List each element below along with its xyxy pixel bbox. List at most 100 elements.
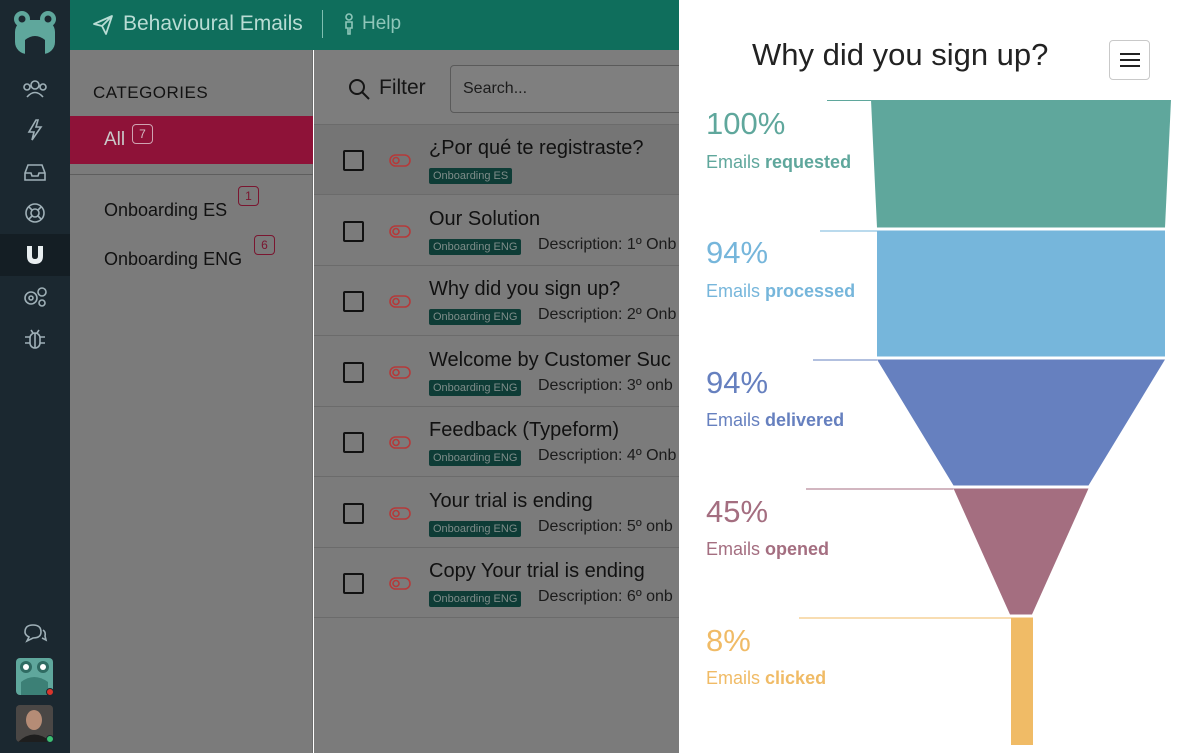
settings-gears-icon[interactable] — [19, 283, 51, 311]
category-tag: Onboarding ENG — [429, 450, 522, 466]
categories-panel: CATEGORIES All 7 Onboarding ES 1 Onboard… — [70, 50, 313, 753]
toggle-off-icon[interactable] — [389, 154, 411, 167]
email-title[interactable]: Our Solution — [429, 208, 541, 230]
bug-icon[interactable] — [19, 325, 51, 353]
search-input[interactable] — [450, 65, 700, 113]
category-tag: Onboarding ENG — [429, 239, 522, 255]
row-checkbox[interactable] — [343, 291, 364, 312]
email-row[interactable]: Why did you sign up? Onboarding ENG Desc… — [314, 266, 679, 336]
row-checkbox[interactable] — [343, 503, 364, 524]
inbox-icon[interactable] — [19, 158, 51, 186]
email-title[interactable]: Why did you sign up? — [429, 278, 621, 300]
row-checkbox[interactable] — [343, 432, 364, 453]
category-label: All — [104, 129, 126, 150]
stage-percent-opened: 45% — [706, 494, 769, 529]
toggle-off-icon[interactable] — [389, 366, 411, 379]
team-avatar[interactable] — [16, 658, 53, 695]
hamburger-icon-line — [1120, 65, 1140, 67]
email-title[interactable]: Copy Your trial is ending — [429, 560, 645, 582]
nav-active-highlight — [0, 234, 70, 276]
stage-prefix: Emails — [706, 281, 761, 301]
status-dot-online — [46, 735, 54, 743]
help-link[interactable]: Help — [362, 13, 402, 34]
email-title[interactable]: Feedback (Typeform) — [429, 419, 620, 441]
chart-title: Why did you sign up? — [752, 37, 1049, 72]
stage-percent-delivered: 94% — [706, 365, 769, 400]
email-title[interactable]: Welcome by Customer Suc — [429, 349, 671, 371]
email-row[interactable]: Feedback (Typeform) Onboarding ENG Descr… — [314, 407, 679, 477]
stage-percent-processed: 94% — [706, 235, 769, 270]
email-title[interactable]: ¿Por qué te registraste? — [429, 137, 644, 159]
category-tag: Onboarding ENG — [429, 380, 522, 396]
email-description: Description: 4º Onb — [538, 447, 677, 464]
toggle-off-icon[interactable] — [389, 507, 411, 520]
status-dot-offline — [46, 688, 54, 696]
stage-prefix: Emails — [706, 539, 761, 559]
chart-menu-button[interactable] — [1109, 40, 1150, 80]
funnel-chart-panel: Why did you sign up? 100% Emails request… — [679, 0, 1200, 753]
email-row[interactable]: Copy Your trial is ending Onboarding ENG… — [314, 548, 679, 618]
funnel-segment-requested[interactable] — [871, 100, 1171, 228]
stage-name: requested — [765, 152, 852, 172]
email-row[interactable]: ¿Por qué te registraste? Onboarding ES — [314, 125, 679, 195]
count-badge: 1 — [238, 186, 259, 206]
stage-label-clicked: Emails clicked — [706, 668, 826, 689]
email-description: Description: 3º onb — [538, 377, 673, 394]
categories-heading: CATEGORIES — [93, 83, 209, 102]
filter-bar: Filter — [314, 50, 700, 125]
search-icon — [349, 79, 370, 100]
count-badge: 6 — [254, 235, 275, 255]
funnel-segment-clicked[interactable] — [1011, 617, 1033, 746]
email-description: Description: 5º onb — [538, 518, 673, 535]
category-label: Onboarding ENG — [104, 249, 243, 269]
magnet-icon[interactable] — [19, 241, 51, 269]
filter-label: Filter — [379, 76, 426, 99]
hamburger-icon-line — [1120, 59, 1140, 61]
stage-label-delivered: Emails delivered — [706, 410, 844, 431]
category-all[interactable]: All 7 — [70, 116, 313, 164]
funnel-segment-processed[interactable] — [877, 230, 1165, 357]
email-row[interactable]: Your trial is ending Onboarding ENG Desc… — [314, 478, 679, 548]
stage-name: clicked — [765, 668, 827, 688]
app-title: Behavioural Emails — [123, 12, 303, 35]
count-badge: 7 — [132, 124, 153, 144]
toggle-off-icon[interactable] — [389, 225, 411, 238]
category-onboarding-eng[interactable]: Onboarding ENG 6 — [104, 235, 275, 270]
stage-prefix: Emails — [706, 668, 761, 688]
stage-prefix: Emails — [706, 410, 761, 430]
category-tag: Onboarding ES — [429, 168, 513, 184]
toggle-off-icon[interactable] — [389, 577, 411, 590]
paper-plane-icon — [93, 15, 113, 35]
toggle-off-icon[interactable] — [389, 295, 411, 308]
email-row[interactable]: Our Solution Onboarding ENG Description:… — [314, 196, 679, 266]
row-checkbox[interactable] — [343, 573, 364, 594]
frog-logo-icon[interactable] — [13, 10, 57, 56]
row-checkbox[interactable] — [343, 221, 364, 242]
funnel-chart — [799, 100, 1171, 746]
category-tag: Onboarding ENG — [429, 309, 522, 325]
category-tag: Onboarding ENG — [429, 521, 522, 537]
help-person-icon[interactable] — [342, 13, 356, 35]
email-description: Description: 6º onb — [538, 588, 673, 605]
toggle-off-icon[interactable] — [389, 436, 411, 449]
email-row[interactable]: Welcome by Customer Suc Onboarding ENG D… — [314, 337, 679, 407]
row-checkbox[interactable] — [343, 150, 364, 171]
stage-percent-requested: 100% — [706, 106, 786, 141]
category-tag: Onboarding ENG — [429, 591, 522, 607]
stage-name: opened — [765, 539, 830, 559]
lifebuoy-icon[interactable] — [19, 199, 51, 227]
row-checkbox[interactable] — [343, 362, 364, 383]
email-description: Description: 2º Onb — [538, 306, 677, 323]
category-onboarding-es[interactable]: Onboarding ES 1 — [104, 186, 259, 221]
funnel-segment-delivered[interactable] — [877, 359, 1165, 486]
chat-icon[interactable] — [19, 619, 51, 647]
funnel-segment-opened[interactable] — [953, 488, 1089, 615]
users-icon[interactable] — [19, 75, 51, 103]
category-divider — [70, 174, 313, 175]
email-title[interactable]: Your trial is ending — [429, 490, 593, 512]
category-label: Onboarding ES — [104, 200, 228, 220]
lightning-icon[interactable] — [19, 116, 51, 144]
stage-prefix: Emails — [706, 152, 761, 172]
topbar-divider — [322, 10, 323, 38]
stage-label-processed: Emails processed — [706, 281, 855, 302]
